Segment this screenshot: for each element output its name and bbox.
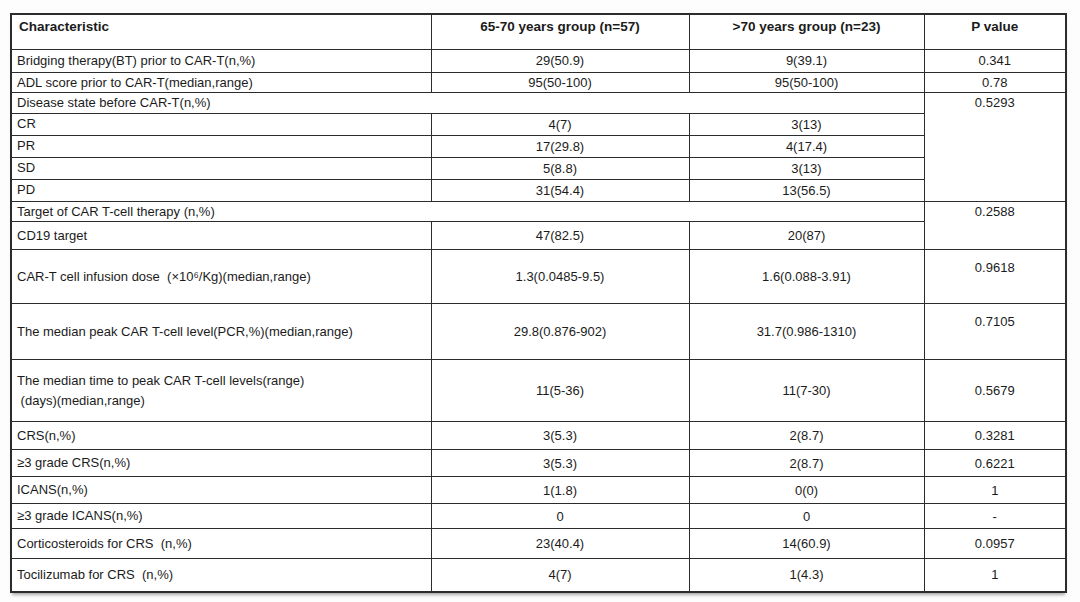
group2-value: 4(17.4) (689, 135, 924, 157)
row-label: PR (11, 135, 431, 157)
table-row: Tocilizumab for CRS (n,%) 4(7) 1(4.3) 1 (11, 559, 1066, 592)
row-label: Bridging therapy(BT) prior to CAR-T(n,%) (11, 49, 431, 72)
group2-value: 3(13) (689, 157, 924, 179)
group1-value: 31(54.4) (431, 179, 689, 201)
p-value: 0.5679 (924, 360, 1066, 422)
row-label: CR (11, 113, 431, 135)
row-label: ICANS(n,%) (11, 477, 431, 504)
table-row: Corticosteroids for CRS (n,%) 23(40.4) 1… (11, 529, 1066, 559)
p-value: 0.341 (924, 49, 1066, 72)
group1-value: 29(50.9) (431, 49, 689, 72)
p-value: 0.5293 (924, 93, 1066, 202)
group2-value: 1.6(0.088-3.91) (689, 250, 924, 304)
p-value: 0.6221 (924, 450, 1066, 477)
group1-value: 95(50-100) (431, 72, 689, 93)
column-header-pvalue: P value (924, 14, 1066, 49)
table-row: ≥3 grade ICANS(n,%) 0 0 - (11, 504, 1066, 529)
group2-value: 2(8.7) (689, 422, 924, 450)
group2-value: 95(50-100) (689, 72, 924, 93)
table-row: The median time to peak CAR T-cell level… (11, 360, 1066, 422)
group1-value: 3(5.3) (431, 422, 689, 450)
table-subrow: PR 17(29.8) 4(17.4) (11, 135, 1066, 157)
row-label: Corticosteroids for CRS (n,%) (11, 529, 431, 559)
table-row: The median peak CAR T-cell level(PCR,%)(… (11, 304, 1066, 360)
characteristics-table: Characteristic 65-70 years group (n=57) … (10, 13, 1067, 593)
row-label: ADL score prior to CAR-T(median,range) (11, 72, 431, 93)
table-row: ICANS(n,%) 1(1.8) 0(0) 1 (11, 477, 1066, 504)
p-value: 0.2588 (924, 201, 1066, 250)
table-row: ≥3 grade CRS(n,%) 3(5.3) 2(8.7) 0.6221 (11, 450, 1066, 477)
p-value: 1 (924, 477, 1066, 504)
group2-value: 1(4.3) (689, 559, 924, 592)
group1-value: 11(5-36) (431, 360, 689, 422)
group1-value: 23(40.4) (431, 529, 689, 559)
table-subrow: PD 31(54.4) 13(56.5) (11, 179, 1066, 201)
row-label: SD (11, 157, 431, 179)
group2-value: 14(60.9) (689, 529, 924, 559)
table-row: CRS(n,%) 3(5.3) 2(8.7) 0.3281 (11, 422, 1066, 450)
table-subrow: SD 5(8.8) 3(13) (11, 157, 1066, 179)
row-label: Tocilizumab for CRS (n,%) (11, 559, 431, 592)
table-row: CAR-T cell infusion dose (×10⁶/Kg)(media… (11, 250, 1066, 304)
characteristics-table-container: Characteristic 65-70 years group (n=57) … (10, 13, 1067, 593)
p-value: 1 (924, 559, 1066, 592)
row-label: The median peak CAR T-cell level(PCR,%)(… (11, 304, 431, 360)
row-label: CD19 target (11, 222, 431, 250)
p-value: 0.0957 (924, 529, 1066, 559)
table-row: Bridging therapy(BT) prior to CAR-T(n,%)… (11, 49, 1066, 72)
group2-value: 31.7(0.986-1310) (689, 304, 924, 360)
p-value: 0.78 (924, 72, 1066, 93)
p-value: 0.7105 (924, 304, 1066, 360)
group2-value: 9(39.1) (689, 49, 924, 72)
table-group-row: Target of CAR T-cell therapy (n,%) 0.258… (11, 201, 1066, 222)
group1-value: 4(7) (431, 559, 689, 592)
group1-value: 47(82.5) (431, 222, 689, 250)
p-value: - (924, 504, 1066, 529)
group1-value: 17(29.8) (431, 135, 689, 157)
group2-value: 11(7-30) (689, 360, 924, 422)
table-row: ADL score prior to CAR-T(median,range) 9… (11, 72, 1066, 93)
group2-value: 20(87) (689, 222, 924, 250)
group1-value: 0 (431, 504, 689, 529)
group1-value: 5(8.8) (431, 157, 689, 179)
group1-value: 1(1.8) (431, 477, 689, 504)
group-section-label: Target of CAR T-cell therapy (n,%) (11, 201, 924, 222)
group1-value: 4(7) (431, 113, 689, 135)
group2-value: 13(56.5) (689, 179, 924, 201)
group1-value: 29.8(0.876-902) (431, 304, 689, 360)
row-label: ≥3 grade CRS(n,%) (11, 450, 431, 477)
column-header-characteristic: Characteristic (11, 14, 431, 49)
group1-value: 3(5.3) (431, 450, 689, 477)
group2-value: 2(8.7) (689, 450, 924, 477)
table-group-row: Disease state before CAR-T(n,%) 0.5293 (11, 93, 1066, 114)
p-value: 0.3281 (924, 422, 1066, 450)
group2-value: 0(0) (689, 477, 924, 504)
group2-value: 0 (689, 504, 924, 529)
row-label: PD (11, 179, 431, 201)
row-label: CRS(n,%) (11, 422, 431, 450)
table-header-row: Characteristic 65-70 years group (n=57) … (11, 14, 1066, 49)
row-label: ≥3 grade ICANS(n,%) (11, 504, 431, 529)
row-label: CAR-T cell infusion dose (×10⁶/Kg)(media… (11, 250, 431, 304)
row-label: The median time to peak CAR T-cell level… (11, 360, 431, 422)
group2-value: 3(13) (689, 113, 924, 135)
table-subrow: CR 4(7) 3(13) (11, 113, 1066, 135)
column-header-group2: >70 years group (n=23) (689, 14, 924, 49)
group-section-label: Disease state before CAR-T(n,%) (11, 93, 924, 114)
column-header-group1: 65-70 years group (n=57) (431, 14, 689, 49)
group1-value: 1.3(0.0485-9.5) (431, 250, 689, 304)
p-value: 0.9618 (924, 250, 1066, 304)
table-subrow: CD19 target 47(82.5) 20(87) (11, 222, 1066, 250)
